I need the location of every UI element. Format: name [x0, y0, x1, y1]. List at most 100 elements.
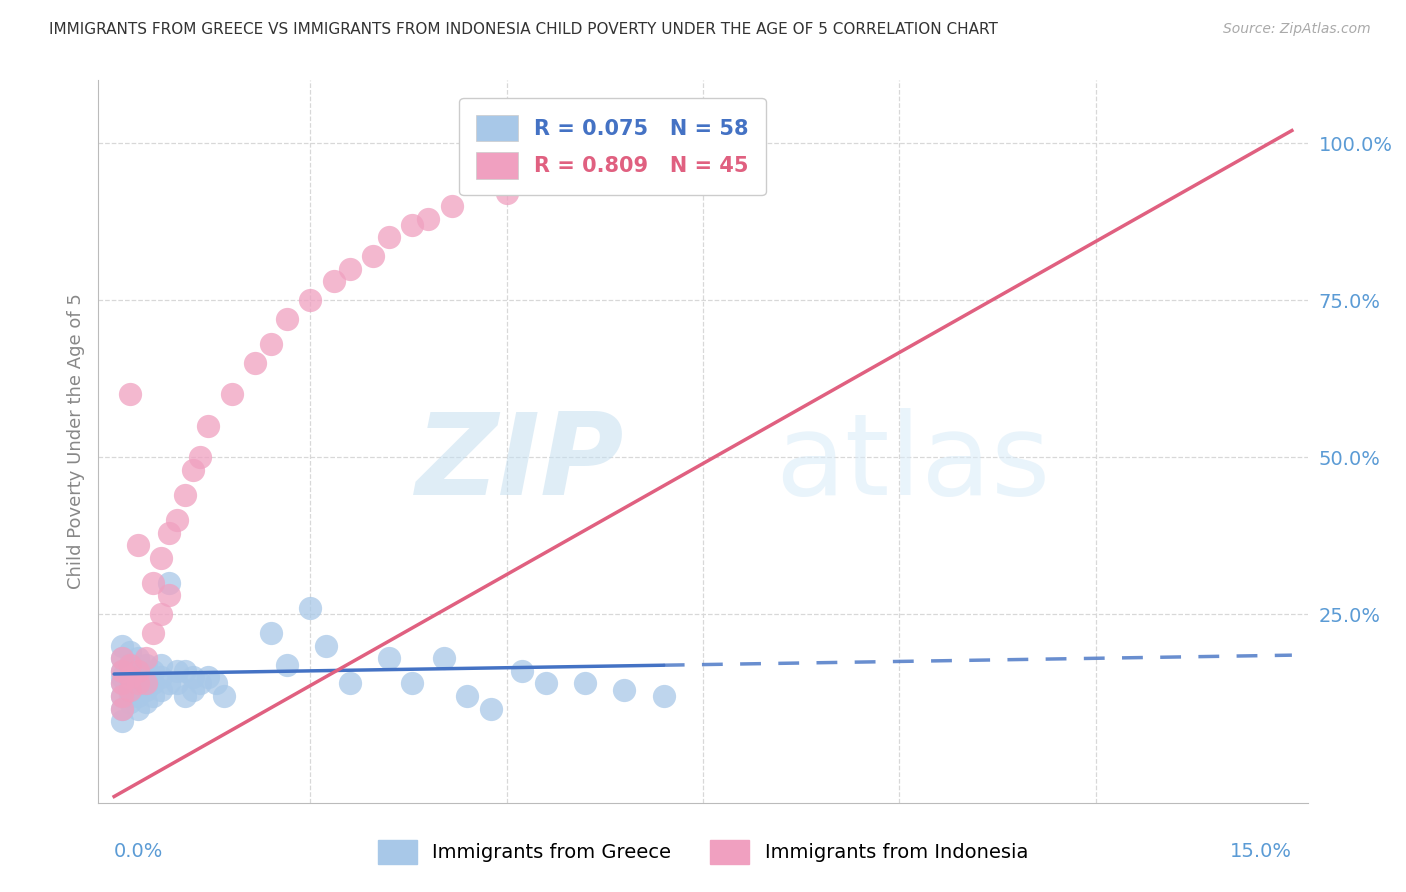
Point: [190, 450, 212, 465]
Y-axis label: Child Poverty Under the Age of 5: Child Poverty Under the Age of 5: [66, 293, 84, 590]
Point: [260, 337, 283, 351]
Point: [150, 670, 173, 684]
Point: [111, 701, 134, 715]
Point: [197, 418, 219, 433]
Point: [150, 607, 173, 622]
Point: [111, 689, 134, 703]
Point: [118, 645, 141, 659]
Point: [598, 161, 620, 176]
Legend: Immigrants from Greece, Immigrants from Indonesia: Immigrants from Greece, Immigrants from …: [370, 832, 1036, 871]
Point: [118, 657, 141, 672]
Point: [613, 682, 636, 697]
Point: [276, 312, 298, 326]
Point: [157, 676, 180, 690]
Point: [127, 676, 149, 690]
Point: [127, 664, 149, 678]
Point: [495, 186, 517, 201]
Point: [157, 525, 180, 540]
Point: [479, 701, 502, 715]
Point: [166, 676, 188, 690]
Point: [111, 664, 134, 678]
Point: [299, 293, 322, 308]
Point: [127, 538, 149, 552]
Point: [378, 651, 401, 665]
Text: IMMIGRANTS FROM GREECE VS IMMIGRANTS FROM INDONESIA CHILD POVERTY UNDER THE AGE : IMMIGRANTS FROM GREECE VS IMMIGRANTS FRO…: [49, 22, 998, 37]
Point: [652, 689, 675, 703]
Legend: R = 0.075   N = 58, R = 0.809   N = 45: R = 0.075 N = 58, R = 0.809 N = 45: [460, 98, 766, 195]
Point: [111, 670, 134, 684]
Point: [150, 550, 173, 565]
Point: [276, 657, 298, 672]
Point: [339, 261, 361, 276]
Point: [118, 676, 141, 690]
Point: [127, 689, 149, 703]
Point: [181, 670, 204, 684]
Point: [127, 651, 149, 665]
Point: [166, 664, 188, 678]
Point: [150, 682, 173, 697]
Point: [512, 664, 534, 678]
Point: [111, 676, 134, 690]
Point: [418, 211, 440, 226]
Point: [157, 575, 180, 590]
Point: [574, 168, 596, 182]
Point: [135, 670, 157, 684]
Point: [135, 676, 157, 690]
Point: [127, 664, 149, 678]
Point: [173, 664, 195, 678]
Point: [221, 387, 243, 401]
Point: [692, 136, 714, 150]
Point: [260, 626, 283, 640]
Point: [361, 249, 384, 263]
Point: [135, 682, 157, 697]
Point: [111, 714, 134, 728]
Point: [118, 670, 141, 684]
Point: [401, 676, 423, 690]
Point: [127, 682, 149, 697]
Point: [173, 488, 195, 502]
Point: [181, 463, 204, 477]
Point: [613, 155, 636, 169]
Point: [166, 513, 188, 527]
Point: [111, 701, 134, 715]
Point: [534, 174, 557, 188]
Point: [142, 626, 165, 640]
Point: [190, 676, 212, 690]
Point: [111, 689, 134, 703]
Text: ZIP: ZIP: [416, 408, 624, 519]
Point: [652, 142, 675, 156]
Point: [142, 689, 165, 703]
Point: [401, 218, 423, 232]
Text: 0.0%: 0.0%: [114, 842, 163, 861]
Point: [142, 575, 165, 590]
Point: [315, 639, 337, 653]
Point: [111, 676, 134, 690]
Point: [135, 651, 157, 665]
Point: [118, 682, 141, 697]
Point: [118, 670, 141, 684]
Point: [440, 199, 463, 213]
Text: atlas: atlas: [776, 408, 1050, 519]
Point: [299, 601, 322, 615]
Point: [142, 664, 165, 678]
Point: [212, 689, 235, 703]
Point: [245, 356, 267, 370]
Point: [118, 387, 141, 401]
Point: [127, 701, 149, 715]
Point: [118, 695, 141, 709]
Point: [118, 682, 141, 697]
Point: [142, 676, 165, 690]
Point: [574, 676, 596, 690]
Point: [173, 689, 195, 703]
Point: [111, 651, 134, 665]
Point: [456, 689, 478, 703]
Point: [111, 639, 134, 653]
Point: [181, 682, 204, 697]
Text: 15.0%: 15.0%: [1230, 842, 1292, 861]
Point: [111, 664, 134, 678]
Point: [135, 657, 157, 672]
Point: [323, 274, 346, 288]
Point: [111, 651, 134, 665]
Text: Source: ZipAtlas.com: Source: ZipAtlas.com: [1223, 22, 1371, 37]
Point: [150, 657, 173, 672]
